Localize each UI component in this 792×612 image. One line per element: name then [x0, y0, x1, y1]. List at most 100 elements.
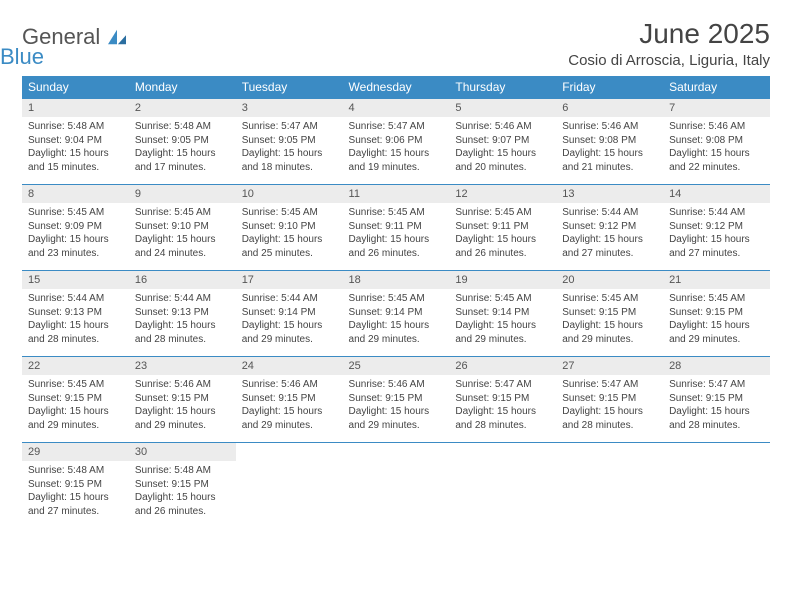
day-number: 3	[236, 99, 343, 117]
day-number: 26	[449, 357, 556, 375]
day-number: 22	[22, 357, 129, 375]
day-details: Sunrise: 5:46 AMSunset: 9:08 PMDaylight:…	[663, 117, 770, 180]
day-number: 29	[22, 443, 129, 461]
day-line: Sunrise: 5:48 AM	[28, 120, 123, 134]
day-number: 12	[449, 185, 556, 203]
day-details: Sunrise: 5:45 AMSunset: 9:15 PMDaylight:…	[556, 289, 663, 352]
day-number: 28	[663, 357, 770, 375]
day-number: 7	[663, 99, 770, 117]
calendar-cell: 6Sunrise: 5:46 AMSunset: 9:08 PMDaylight…	[556, 99, 663, 185]
calendar-cell: 26Sunrise: 5:47 AMSunset: 9:15 PMDayligh…	[449, 357, 556, 443]
day-line: Daylight: 15 hours	[135, 147, 230, 161]
day-number: 5	[449, 99, 556, 117]
weekday-header: Tuesday	[236, 76, 343, 99]
day-line: Sunrise: 5:46 AM	[669, 120, 764, 134]
calendar-cell	[449, 443, 556, 529]
day-line: Daylight: 15 hours	[669, 319, 764, 333]
calendar-cell: 7Sunrise: 5:46 AMSunset: 9:08 PMDaylight…	[663, 99, 770, 185]
calendar-cell: 1Sunrise: 5:48 AMSunset: 9:04 PMDaylight…	[22, 99, 129, 185]
calendar-cell: 19Sunrise: 5:45 AMSunset: 9:14 PMDayligh…	[449, 271, 556, 357]
calendar-cell: 28Sunrise: 5:47 AMSunset: 9:15 PMDayligh…	[663, 357, 770, 443]
day-line: Daylight: 15 hours	[242, 147, 337, 161]
day-number: 25	[343, 357, 450, 375]
day-number: 4	[343, 99, 450, 117]
day-line: Daylight: 15 hours	[28, 405, 123, 419]
calendar-cell: 25Sunrise: 5:46 AMSunset: 9:15 PMDayligh…	[343, 357, 450, 443]
day-line: and 29 minutes.	[135, 419, 230, 433]
day-line: Daylight: 15 hours	[669, 405, 764, 419]
day-line: Daylight: 15 hours	[135, 491, 230, 505]
day-line: Sunrise: 5:47 AM	[349, 120, 444, 134]
day-line: and 23 minutes.	[28, 247, 123, 261]
day-line: Sunset: 9:05 PM	[242, 134, 337, 148]
day-number: 6	[556, 99, 663, 117]
day-line: Sunrise: 5:44 AM	[242, 292, 337, 306]
day-line: and 28 minutes.	[28, 333, 123, 347]
day-line: Sunset: 9:10 PM	[135, 220, 230, 234]
day-line: Sunrise: 5:47 AM	[242, 120, 337, 134]
day-line: Daylight: 15 hours	[455, 147, 550, 161]
calendar-cell: 3 Sunrise: 5:47 AMSunset: 9:05 PMDaylight…	[236, 99, 343, 185]
day-line: and 21 minutes.	[562, 161, 657, 175]
day-line: Sunrise: 5:45 AM	[28, 206, 123, 220]
day-line: Daylight: 15 hours	[242, 405, 337, 419]
calendar-week: 1Sunrise: 5:48 AMSunset: 9:04 PMDaylight…	[22, 99, 770, 185]
day-line: Sunrise: 5:45 AM	[455, 206, 550, 220]
day-line: and 22 minutes.	[669, 161, 764, 175]
day-line: Sunset: 9:12 PM	[669, 220, 764, 234]
day-line: Daylight: 15 hours	[242, 319, 337, 333]
calendar-cell: 2Sunrise: 5:48 AMSunset: 9:05 PMDaylight…	[129, 99, 236, 185]
day-number: 16	[129, 271, 236, 289]
day-line: Sunset: 9:10 PM	[242, 220, 337, 234]
day-line: Sunrise: 5:44 AM	[562, 206, 657, 220]
day-line: and 28 minutes.	[455, 419, 550, 433]
day-line: Sunset: 9:04 PM	[28, 134, 123, 148]
calendar-cell: 27Sunrise: 5:47 AMSunset: 9:15 PMDayligh…	[556, 357, 663, 443]
day-line: Daylight: 15 hours	[28, 319, 123, 333]
day-details: Sunrise: 5:45 AMSunset: 9:10 PMDaylight:…	[236, 203, 343, 266]
calendar-cell: 20Sunrise: 5:45 AMSunset: 9:15 PMDayligh…	[556, 271, 663, 357]
day-number: 14	[663, 185, 770, 203]
day-line: Daylight: 15 hours	[242, 233, 337, 247]
day-line: Daylight: 15 hours	[562, 405, 657, 419]
day-details: Sunrise: 5:46 AMSunset: 9:15 PMDaylight:…	[343, 375, 450, 438]
day-details: Sunrise: 5:44 AMSunset: 9:12 PMDaylight:…	[663, 203, 770, 266]
day-details: Sunrise: 5:45 AMSunset: 9:11 PMDaylight:…	[449, 203, 556, 266]
day-details: Sunrise: 5:47 AMSunset: 9:06 PMDaylight:…	[343, 117, 450, 180]
weekday-header: Thursday	[449, 76, 556, 99]
day-details: Sunrise: 5:45 AMSunset: 9:15 PMDaylight:…	[663, 289, 770, 352]
day-line: Sunset: 9:15 PM	[135, 392, 230, 406]
day-number: 2	[129, 99, 236, 117]
day-line: Sunrise: 5:45 AM	[349, 292, 444, 306]
day-line: and 25 minutes.	[242, 247, 337, 261]
calendar-cell: 11Sunrise: 5:45 AMSunset: 9:11 PMDayligh…	[343, 185, 450, 271]
day-line: Sunset: 9:15 PM	[135, 478, 230, 492]
calendar-cell	[343, 443, 450, 529]
title-block: June 2025 Cosio di Arroscia, Liguria, It…	[568, 18, 770, 69]
day-details: Sunrise: 5:44 AMSunset: 9:13 PMDaylight:…	[22, 289, 129, 352]
day-line: Sunrise: 5:47 AM	[669, 378, 764, 392]
day-line: Daylight: 15 hours	[135, 405, 230, 419]
day-line: and 28 minutes.	[562, 419, 657, 433]
calendar-table: Sunday Monday Tuesday Wednesday Thursday…	[22, 76, 770, 529]
day-line: Sunset: 9:12 PM	[562, 220, 657, 234]
day-line: Daylight: 15 hours	[669, 233, 764, 247]
day-line: Sunset: 9:07 PM	[455, 134, 550, 148]
day-details: Sunrise: 5:44 AMSunset: 9:13 PMDaylight:…	[129, 289, 236, 352]
day-line: Daylight: 15 hours	[349, 405, 444, 419]
day-number: 8	[22, 185, 129, 203]
day-line: Sunrise: 5:48 AM	[135, 464, 230, 478]
day-details: Sunrise: 5:45 AMSunset: 9:15 PMDaylight:…	[22, 375, 129, 438]
day-line: Sunset: 9:15 PM	[455, 392, 550, 406]
day-details: Sunrise: 5:45 AMSunset: 9:10 PMDaylight:…	[129, 203, 236, 266]
day-line: Sunrise: 5:44 AM	[28, 292, 123, 306]
day-line: Daylight: 15 hours	[455, 319, 550, 333]
day-line: Sunset: 9:13 PM	[28, 306, 123, 320]
day-line: Daylight: 15 hours	[562, 233, 657, 247]
day-line: Sunset: 9:14 PM	[242, 306, 337, 320]
day-line: and 29 minutes.	[242, 419, 337, 433]
day-details: Sunrise: 5:47 AMSunset: 9:15 PMDaylight:…	[663, 375, 770, 438]
day-line: Sunset: 9:08 PM	[669, 134, 764, 148]
day-details: Sunrise: 5:44 AMSunset: 9:14 PMDaylight:…	[236, 289, 343, 352]
day-line: Sunset: 9:08 PM	[562, 134, 657, 148]
